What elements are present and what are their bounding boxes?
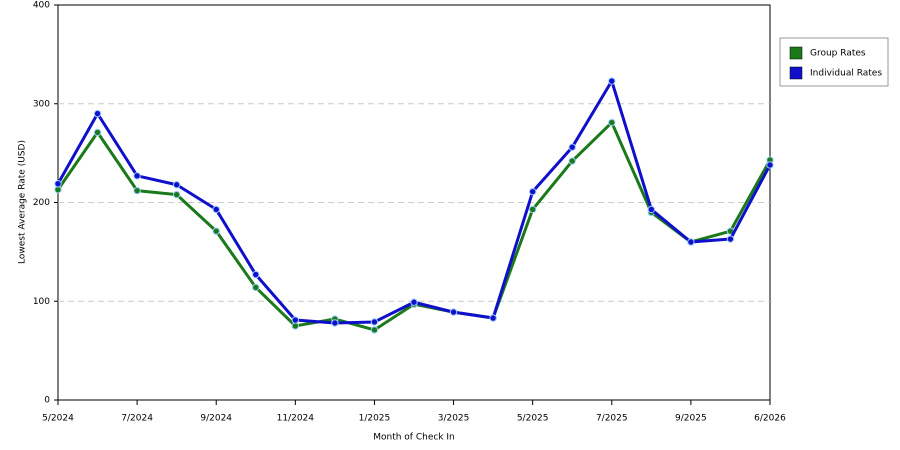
- x-tick-label: 7/2024: [121, 414, 153, 424]
- data-point: [370, 318, 379, 326]
- x-tick-label: 3/2025: [438, 414, 470, 424]
- data-point: [528, 187, 537, 196]
- legend-swatch: [789, 46, 803, 60]
- x-tick-label: 9/2024: [200, 414, 232, 424]
- data-point: [172, 181, 181, 189]
- x-tick-label: 6/2026: [754, 414, 786, 424]
- y-tick-label: 300: [33, 99, 50, 109]
- data-point: [449, 308, 458, 316]
- legend-label: Individual Rates: [810, 69, 882, 79]
- data-point: [647, 205, 656, 214]
- data-point: [291, 316, 300, 324]
- data-point: [568, 157, 576, 165]
- data-point: [766, 161, 774, 169]
- data-point: [252, 270, 260, 279]
- data-point: [93, 128, 102, 137]
- data-point: [133, 172, 141, 180]
- data-point: [172, 190, 181, 199]
- data-point: [410, 298, 418, 306]
- data-point: [331, 319, 339, 327]
- x-tick-label: 1/2025: [359, 414, 391, 424]
- data-point: [370, 326, 379, 334]
- x-tick-label: 5/2024: [42, 414, 74, 424]
- data-point: [608, 77, 616, 85]
- y-tick-label: 100: [33, 297, 50, 307]
- data-point: [608, 118, 616, 127]
- data-point: [54, 180, 62, 188]
- data-point: [252, 283, 260, 292]
- data-point: [212, 227, 220, 235]
- legend-swatch: [789, 66, 803, 80]
- x-axis-label: Month of Check In: [373, 433, 455, 443]
- y-tick-label: 400: [33, 1, 50, 11]
- data-point: [687, 238, 695, 246]
- y-tick-label: 0: [44, 396, 50, 406]
- data-point: [528, 205, 537, 214]
- data-point: [212, 205, 220, 214]
- data-point: [726, 235, 735, 243]
- y-tick-label: 200: [33, 198, 50, 208]
- x-tick-label: 9/2025: [675, 414, 707, 424]
- x-tick-label: 7/2025: [596, 414, 628, 424]
- data-point: [489, 314, 497, 322]
- x-tick-label: 11/2024: [277, 414, 315, 424]
- data-point: [93, 109, 102, 118]
- y-axis-label: Lowest Average Rate (USD): [18, 140, 28, 264]
- x-tick-label: 5/2025: [517, 414, 549, 424]
- data-point: [133, 186, 141, 195]
- legend-label: Group Rates: [810, 49, 866, 59]
- data-point: [568, 143, 576, 151]
